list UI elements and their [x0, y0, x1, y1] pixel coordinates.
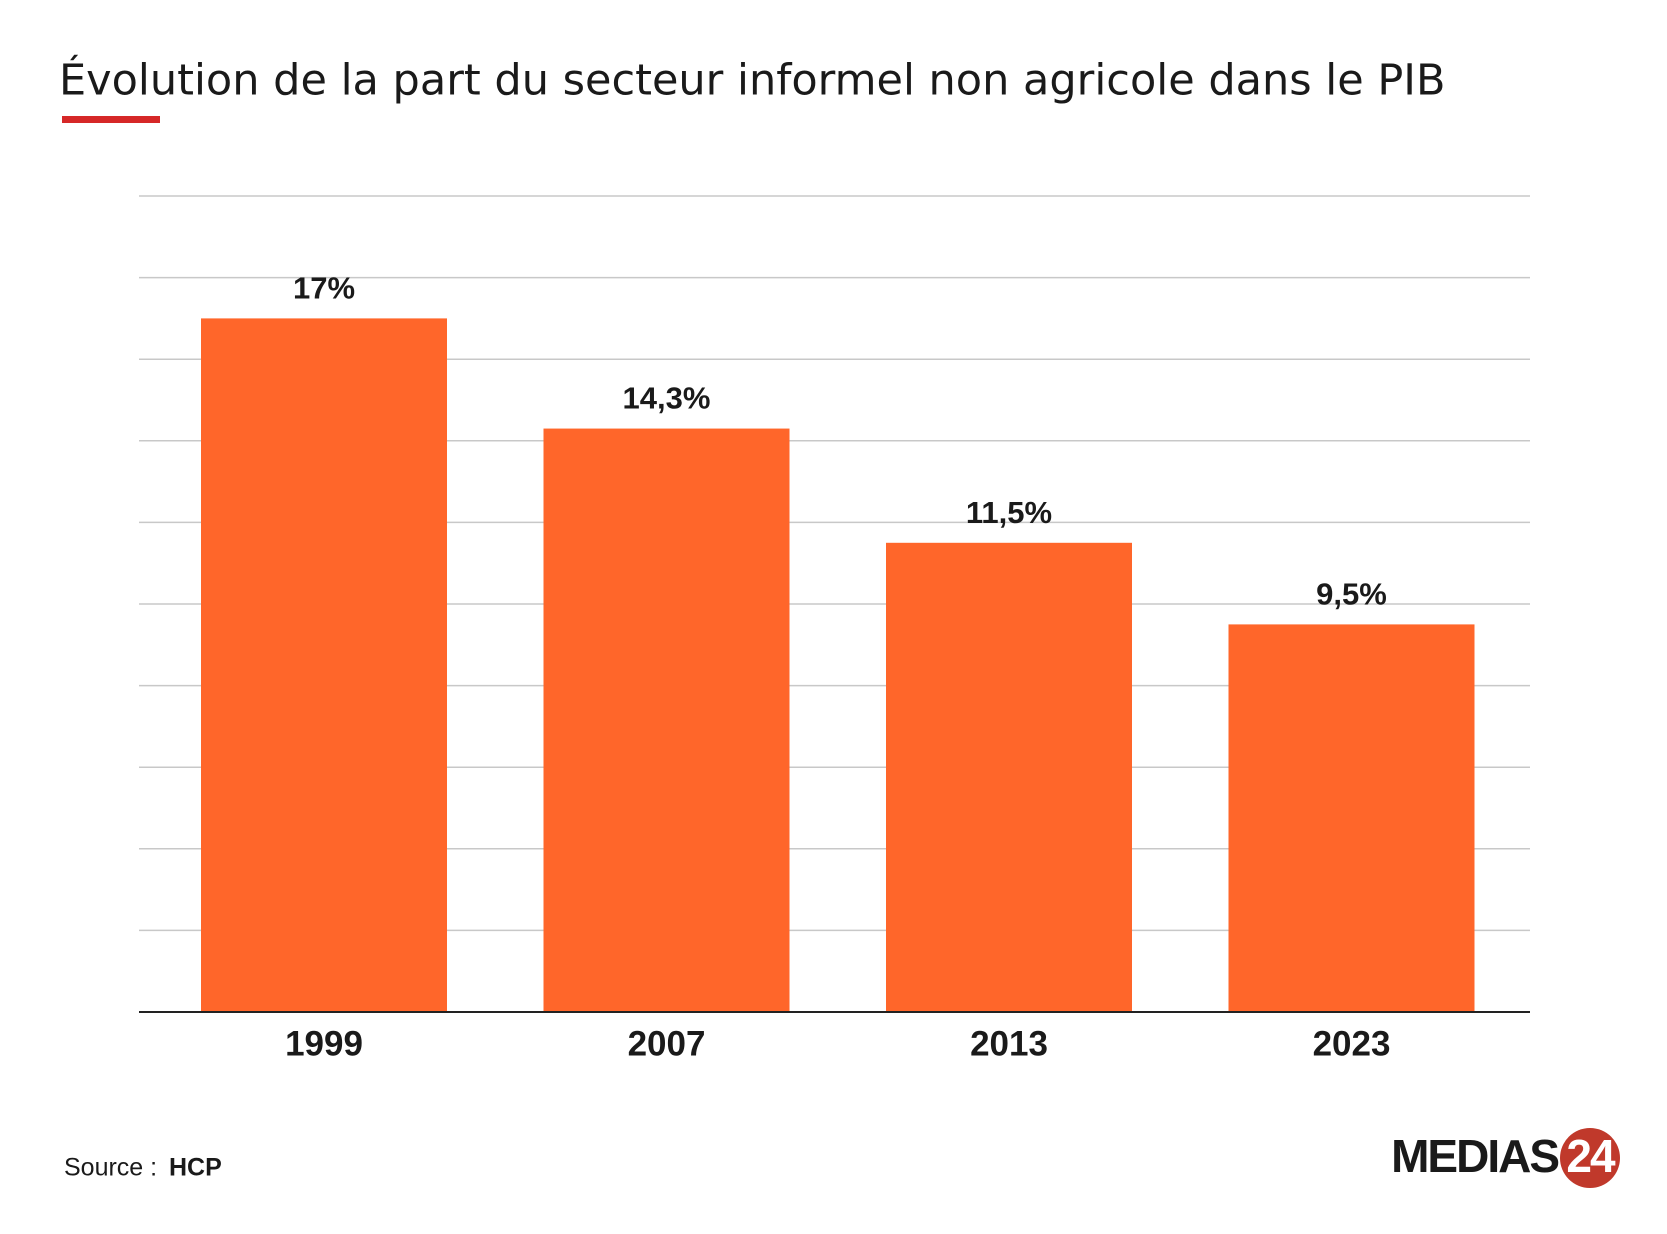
- source-label: Source :: [64, 1154, 157, 1182]
- bar: [201, 318, 447, 1012]
- x-tick-label: 2013: [970, 1024, 1048, 1063]
- x-tick-label: 2007: [628, 1024, 706, 1063]
- value-label: 9,5%: [1316, 577, 1387, 612]
- bar: [1228, 624, 1475, 1012]
- source: HCP: [169, 1154, 222, 1182]
- title-underline: [62, 116, 160, 123]
- bar: [886, 542, 1132, 1012]
- chart-title: Évolution de la part du secteur informel…: [59, 55, 1445, 106]
- bar: [543, 428, 790, 1012]
- logo-badge: [1560, 1128, 1620, 1188]
- logo-badge-text: 24: [1566, 1130, 1616, 1182]
- value-label: 11,5%: [966, 495, 1052, 530]
- value-label: 17%: [293, 271, 355, 306]
- logo-text: MEDIAS: [1391, 1130, 1558, 1182]
- value-label: 14,3%: [623, 381, 711, 416]
- x-tick-label: 1999: [285, 1024, 363, 1063]
- x-tick-label: 2023: [1313, 1024, 1391, 1063]
